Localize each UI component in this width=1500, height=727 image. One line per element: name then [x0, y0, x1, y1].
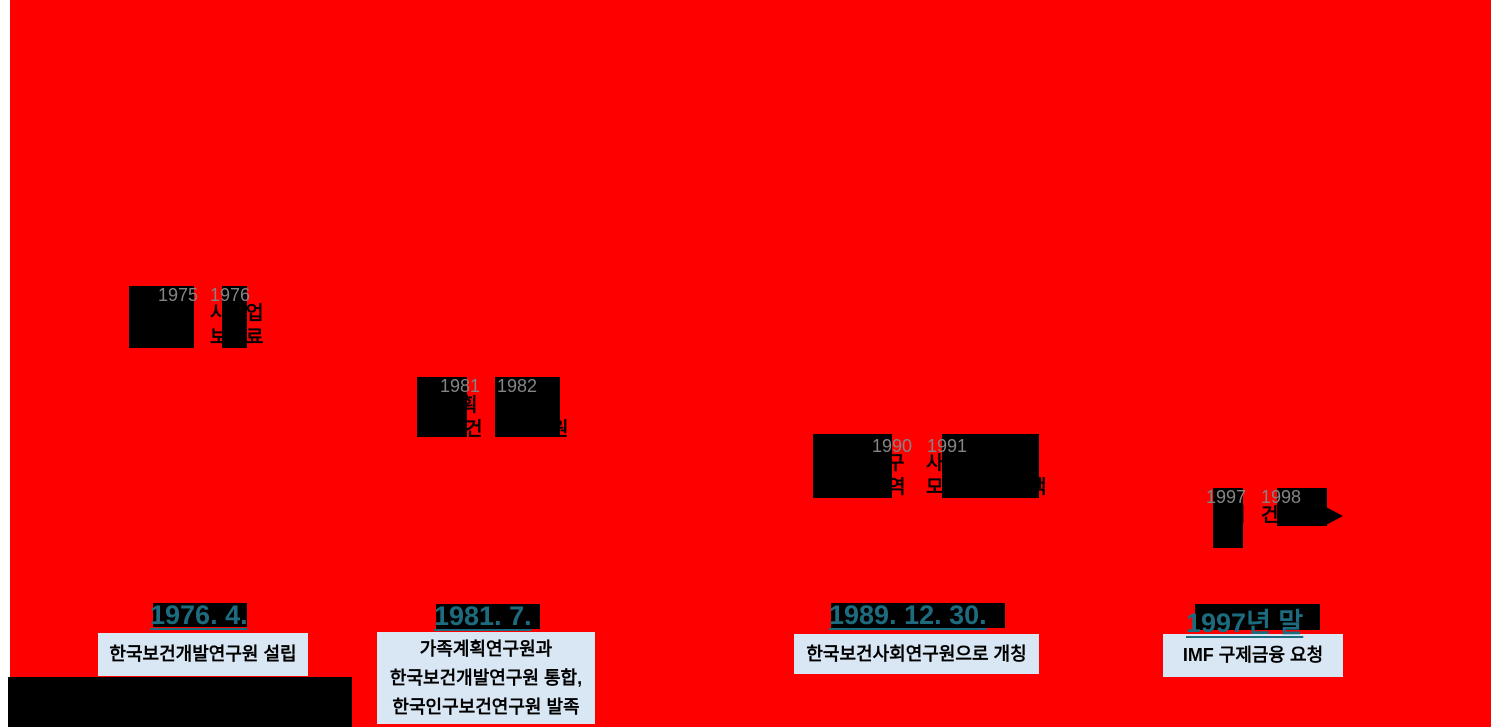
milestone-date: 1976. 4.: [150, 600, 248, 630]
milestone-date: 1997년 말: [1186, 608, 1304, 638]
milestone-description-line: 한국보건사회연구원으로 개칭: [806, 643, 1027, 664]
year-label: 1982: [497, 376, 538, 396]
year-label: 1997: [1206, 487, 1247, 507]
milestone-description-line: 한국보건개발연구원 설립: [109, 644, 297, 664]
redaction-box-large: [8, 677, 352, 727]
redaction-box: [942, 434, 1039, 498]
event-text-fragment: 건: [465, 419, 483, 440]
event-text-fragment: 업: [246, 303, 264, 324]
milestone-description-line: 한국보건개발연구원 통합,: [389, 667, 583, 688]
milestone-description: 한국보건개발연구원 설립: [98, 633, 308, 676]
redaction-box: [129, 286, 194, 348]
date-highlight-strip: [436, 604, 540, 629]
milestone-description: IMF 구제금융 요청: [1163, 634, 1343, 677]
event-text-fragment: 역: [888, 477, 906, 498]
year-label: 1998: [1261, 487, 1302, 507]
date-highlight-strip: [831, 603, 1005, 628]
redaction-box: [417, 377, 467, 437]
milestone-description-line: IMF 구제금융 요청: [1182, 645, 1324, 665]
milestone-description: 한국보건사회연구원으로 개칭: [794, 634, 1039, 674]
event-text-fragment: 모: [926, 477, 944, 498]
milestone-date: 1981. 7.: [434, 601, 532, 631]
year-label: 1990: [872, 436, 913, 456]
milestone-date: 1989. 12. 30.: [829, 600, 987, 630]
event-text-fragment: 료: [246, 327, 264, 348]
year-label: 1991: [927, 436, 968, 456]
milestone-description-line: 한국인구보건연구원 발족: [392, 696, 580, 717]
redaction-box: [222, 286, 247, 348]
year-label: 1976: [210, 285, 251, 305]
milestone-description: 가족계획연구원과 한국보건개발연구원 통합, 한국인구보건연구원 발족: [377, 632, 595, 724]
year-label: 1981: [440, 376, 481, 396]
redaction-box: [495, 377, 560, 437]
arrow-right-icon: [1326, 507, 1343, 525]
event-text-fragment: 사: [926, 453, 944, 474]
date-highlight-strip: [153, 603, 247, 627]
year-label: 1975: [158, 285, 199, 305]
event-text-fragment: 건: [1261, 505, 1279, 526]
redaction-box: [1213, 488, 1243, 548]
milestone-description-line: 가족계획연구원과: [419, 638, 553, 659]
redaction-box: [1277, 488, 1327, 526]
redaction-box: [813, 434, 892, 498]
date-highlight-strip: [1195, 604, 1320, 630]
